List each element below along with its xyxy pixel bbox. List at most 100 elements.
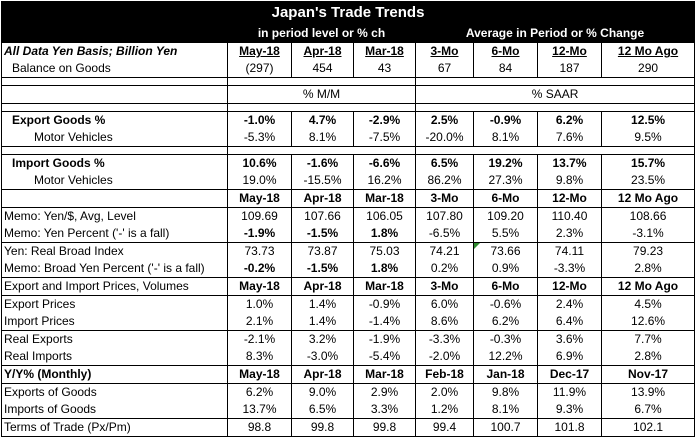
row-label: Yen: Real Broad Index (1, 242, 228, 260)
cell: 74.21 (415, 242, 474, 260)
cell: 43 (353, 60, 416, 78)
header4-col: Jan-18 (473, 365, 538, 384)
import-prices-row: Import Prices 2.1% 1.4% -1.4% 8.6% 6.2% … (1, 313, 695, 331)
cell: 6.9% (537, 348, 602, 366)
cell: -0.9% (353, 295, 416, 313)
cell: 27.3% (473, 172, 538, 190)
cell: 6.0% (415, 295, 474, 313)
cell: 6.5% (415, 154, 474, 172)
spacer-row (1, 77, 695, 86)
cell: 7.7% (600, 330, 695, 348)
cell: -6.5% (415, 225, 474, 243)
cell: 1.4% (291, 313, 354, 331)
cell: 2.1% (227, 313, 292, 331)
cell: 6.2% (227, 383, 292, 401)
header4-col: Nov-17 (600, 365, 695, 384)
cell: 73.73 (227, 242, 292, 260)
cell: -2.0% (415, 348, 474, 366)
header1-col: 3-Mo (415, 42, 474, 60)
cell: 8.3% (227, 348, 292, 366)
header4-label: Y/Y% (Monthly) (1, 365, 228, 384)
cell: 110.40 (537, 207, 602, 225)
row-label: Balance on Goods (1, 60, 228, 78)
import-motor-row: Motor Vehicles 19.0% -15.5% 16.2% 86.2% … (1, 172, 695, 190)
cell: 86.2% (415, 172, 474, 190)
cell: -1.5% (291, 225, 354, 243)
cell: -15.5% (291, 172, 354, 190)
row-label: Export Prices (1, 295, 228, 313)
cell: 107.80 (415, 207, 474, 225)
cell: 73.87 (291, 242, 354, 260)
cell: 12.6% (600, 313, 695, 331)
cell: -3.3% (415, 330, 474, 348)
cell: 12.5% (600, 111, 695, 129)
cell: 8.1% (291, 129, 354, 147)
cell: 99.4 (415, 418, 474, 437)
cell: 3.3% (353, 401, 416, 419)
header3-col: Apr-18 (291, 277, 354, 296)
cell: -5.3% (227, 129, 292, 147)
cell: -1.9% (227, 225, 292, 243)
cell: 11.9% (537, 383, 602, 401)
title-row: Japan's Trade Trends (0, 1, 695, 25)
cell: 2.4% (537, 295, 602, 313)
subtitle-row: in period level or % ch Average in Perio… (1, 25, 695, 43)
row-label: Motor Vehicles (1, 129, 228, 147)
cell: 9.5% (600, 129, 695, 147)
cell: 19.2% (473, 154, 538, 172)
header3-col: Mar-18 (353, 277, 416, 296)
cell: -1.9% (353, 330, 416, 348)
cell: 107.66 (291, 207, 354, 225)
cell: 13.7% (227, 401, 292, 419)
imports-goods-row: Imports of Goods 13.7% 6.5% 3.3% 1.2% 8.… (1, 401, 695, 419)
cell: 109.20 (473, 207, 538, 225)
header-row-1: All Data Yen Basis; Billion Yen May-18 A… (1, 42, 695, 60)
cell: 15.7% (600, 154, 695, 172)
row-label: Real Imports (1, 348, 228, 366)
header3-col: 12 Mo Ago (600, 277, 695, 296)
cell: -2.1% (227, 330, 292, 348)
header3-col: May-18 (227, 277, 292, 296)
cell: 84 (473, 60, 538, 78)
cell: 1.2% (415, 401, 474, 419)
memo-broad-pct-row: Memo: Broad Yen Percent ('-' is a fall) … (1, 260, 695, 278)
cell: 454 (291, 60, 354, 78)
cell: -3.3% (537, 260, 602, 278)
header4-col: May-18 (227, 365, 292, 384)
cell: 4.7% (291, 111, 354, 129)
cell: 102.1 (600, 418, 695, 437)
cell: 75.03 (353, 242, 416, 260)
cell: 13.9% (600, 383, 695, 401)
cell: 3.2% (291, 330, 354, 348)
header2-col: 6-Mo (473, 189, 538, 208)
cell: 9.8% (473, 383, 538, 401)
cell: 6.2% (537, 111, 602, 129)
unit-row: % M/M % SAAR (1, 85, 695, 104)
header1-col: 12 Mo Ago (600, 42, 695, 60)
cell: 2.8% (600, 348, 695, 366)
spacer-row (1, 146, 695, 155)
export-goods-row: Export Goods % -1.0% 4.7% -2.9% 2.5% -0.… (1, 111, 695, 129)
cell: 16.2% (353, 172, 416, 190)
import-goods-row: Import Goods % 10.6% -1.6% -6.6% 6.5% 19… (1, 154, 695, 172)
cell: 67 (415, 60, 474, 78)
cell: 0.2% (415, 260, 474, 278)
header4-col: Apr-18 (291, 365, 354, 384)
cell: -0.3% (473, 330, 538, 348)
exports-goods-row: Exports of Goods 6.2% 9.0% 2.9% 2.0% 9.8… (1, 383, 695, 401)
cell: 2.3% (537, 225, 602, 243)
cell: -2.9% (353, 111, 416, 129)
cell: 2.8% (600, 260, 695, 278)
table-title: Japan's Trade Trends (0, 1, 695, 25)
row-label: Memo: Yen/$, Avg, Level (1, 207, 228, 225)
cell: 109.69 (227, 207, 292, 225)
row-label: Terms of Trade (Px/Pm) (1, 418, 228, 437)
cell: 8.6% (415, 313, 474, 331)
row-label: Motor Vehicles (1, 172, 228, 190)
cell: 9.3% (537, 401, 602, 419)
cell: 0.9% (473, 260, 538, 278)
cell: 6.4% (537, 313, 602, 331)
cell: 3.6% (537, 330, 602, 348)
real-broad-row: Yen: Real Broad Index 73.73 73.87 75.03 … (1, 242, 695, 260)
